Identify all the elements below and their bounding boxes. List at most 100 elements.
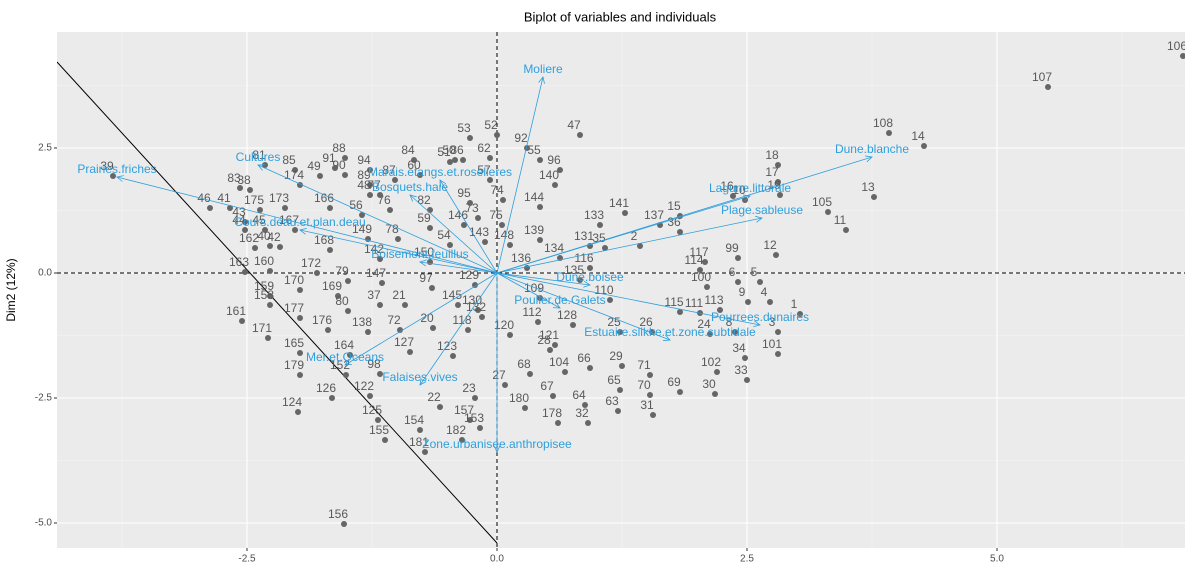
individual-point <box>365 329 371 335</box>
individual-label: 6 <box>729 265 736 279</box>
variable-arrow <box>496 272 561 309</box>
individual-point <box>717 307 723 313</box>
individual-label: 21 <box>392 288 406 302</box>
variable-arrow <box>496 76 544 274</box>
individual-label: 37 <box>367 288 381 302</box>
arrow-head <box>116 175 124 182</box>
individual-point <box>767 299 773 305</box>
arrow-head <box>493 445 501 453</box>
individual-point <box>775 179 781 185</box>
variable-arrow <box>419 261 498 274</box>
individual-point <box>292 227 298 233</box>
individual-point <box>452 157 458 163</box>
individual-point <box>587 265 593 271</box>
individual-label: 97 <box>419 271 433 285</box>
individual-label: 38 <box>237 173 251 187</box>
individual-point <box>702 259 708 265</box>
individual-label: 11 <box>834 213 847 227</box>
individual-label: 15 <box>667 199 681 213</box>
individual-point <box>342 155 348 161</box>
individual-label: 169 <box>322 279 342 293</box>
individual-label: 144 <box>524 190 544 204</box>
individual-label: 55 <box>527 143 541 157</box>
individual-label: 171 <box>252 321 272 335</box>
individual-point <box>343 372 349 378</box>
individual-point <box>797 311 803 317</box>
individual-label: 152 <box>330 358 350 372</box>
individual-label: 39 <box>100 159 114 173</box>
individual-label: 117 <box>689 245 708 259</box>
individual-point <box>395 236 401 242</box>
individual-point <box>585 420 591 426</box>
individual-point <box>265 335 271 341</box>
individual-point <box>537 204 543 210</box>
individual-label: 94 <box>357 153 371 167</box>
individual-label: 26 <box>639 315 653 329</box>
individual-point <box>677 389 683 395</box>
variable-label: Plage.sableuse <box>721 203 803 217</box>
variable-arrow <box>257 164 498 274</box>
variable-arrow <box>496 272 671 341</box>
x-tick-label: -2.5 <box>238 554 256 565</box>
individual-point <box>472 282 478 288</box>
individual-label: 145 <box>442 288 462 302</box>
individual-label: 109 <box>524 281 544 295</box>
individual-label: 35 <box>592 231 606 245</box>
individual-label: 135 <box>564 263 584 277</box>
individual-label: 122 <box>354 379 374 393</box>
individual-label: 69 <box>667 375 681 389</box>
individual-label: 62 <box>477 141 491 155</box>
variable-label: Poulier.de.Galets <box>514 293 605 307</box>
individual-point <box>475 307 481 313</box>
individual-point <box>773 252 779 258</box>
individual-label: 124 <box>282 395 302 409</box>
variable-arrow <box>496 217 763 274</box>
variable-label: Marais.etangs.et.roselieres <box>368 165 512 179</box>
individual-point <box>297 372 303 378</box>
individual-point <box>342 172 348 178</box>
individual-point <box>459 437 465 443</box>
individual-point <box>367 192 373 198</box>
variable-arrow <box>409 194 498 274</box>
individual-label: 132 <box>466 300 486 314</box>
arrow-head <box>865 155 873 163</box>
x-tick-label: 2.5 <box>740 554 754 565</box>
individual-label: 44 <box>232 213 246 227</box>
individual-label: 91 <box>322 151 336 165</box>
individual-label: 48 <box>357 178 371 192</box>
arrow-head <box>299 227 307 235</box>
individual-point <box>367 393 373 399</box>
individual-label: 138 <box>352 315 372 329</box>
individual-point <box>871 194 877 200</box>
individual-point <box>297 287 303 293</box>
individual-point <box>267 243 273 249</box>
variable-label: Estuaire.slikke.et.zone.subtidale <box>584 325 756 339</box>
individual-label: 89 <box>357 168 371 182</box>
arrow-head <box>439 179 447 188</box>
arrow-head <box>552 302 561 309</box>
individual-label: 120 <box>494 318 514 332</box>
individual-label: 24 <box>697 317 711 331</box>
individual-point <box>500 197 506 203</box>
individual-point <box>359 212 365 218</box>
individual-label: 113 <box>704 293 723 307</box>
individual-point <box>277 244 283 250</box>
individual-point <box>475 215 481 221</box>
individual-point <box>292 167 298 173</box>
individual-label: 88 <box>332 141 346 155</box>
x-tick-label: 5.0 <box>990 554 1004 565</box>
individual-label: 102 <box>701 355 721 369</box>
individual-point <box>697 267 703 273</box>
individual-label: 80 <box>335 294 349 308</box>
individual-label: 60 <box>407 158 421 172</box>
individual-point <box>377 192 383 198</box>
individual-label: 20 <box>420 311 434 325</box>
individual-point <box>461 222 467 228</box>
individual-label: 18 <box>765 148 779 162</box>
individual-label: 158 <box>254 288 274 302</box>
individual-point <box>1045 84 1051 90</box>
individual-label: 31 <box>640 398 654 412</box>
individual-label: 139 <box>524 223 544 237</box>
individual-label: 23 <box>462 381 476 395</box>
